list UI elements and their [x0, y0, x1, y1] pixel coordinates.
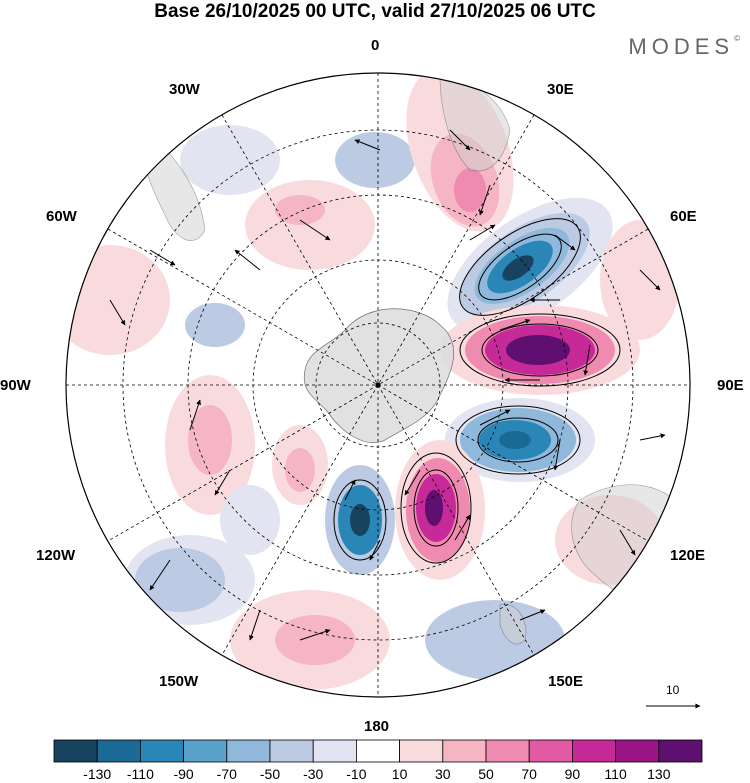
wind-arrow [553, 439, 561, 471]
wind-arrow [449, 129, 471, 151]
colorbar-swatch [355, 739, 400, 763]
colorbar-swatch [226, 739, 271, 763]
reference-vector-label: 10 [666, 683, 680, 697]
wind-arrow [234, 249, 261, 271]
wind-arrow [619, 529, 636, 556]
colorbar-tick-label: -70 [216, 766, 237, 782]
graticule [66, 73, 690, 697]
colorbar-swatch [572, 739, 617, 763]
colorbar [53, 739, 703, 763]
wind-arrow [404, 469, 421, 496]
antarctica-landmass [303, 308, 455, 443]
south-pole-marker [375, 382, 381, 388]
colorbar-tick-label: 10 [391, 766, 408, 782]
wind-arrow [149, 249, 176, 266]
colorbar-swatch [96, 739, 141, 763]
colorbar-swatch [269, 739, 314, 763]
lon-label-120w: 120W [36, 547, 76, 564]
lon-label-60e: 60E [670, 208, 697, 225]
lon-label-150e: 150E [548, 673, 584, 690]
wind-vectors [109, 129, 666, 641]
wind-arrow [469, 224, 496, 241]
contour-lines [333, 218, 621, 564]
wind-arrow [214, 469, 231, 496]
wind-arrow [109, 299, 126, 326]
wind-arrow [354, 139, 381, 151]
wind-arrow [479, 184, 491, 216]
modes-logo: MODES© [628, 34, 740, 60]
wind-arrow [344, 479, 356, 501]
colorbar-swatch [139, 739, 184, 763]
colorbar-swatch [615, 739, 660, 763]
wind-arrow [554, 234, 576, 251]
lon-label-60w: 60W [46, 208, 77, 225]
wind-arrow [454, 514, 471, 541]
colorbar-tick-label: -10 [346, 766, 367, 782]
colorbar-tick-label: 130 [647, 766, 671, 782]
wind-arrow [369, 539, 381, 561]
colorbar-tick-label: 30 [435, 766, 451, 782]
colorbar-swatch [485, 739, 530, 763]
wind-arrow [519, 609, 546, 621]
colorbar-tick-label: -50 [259, 766, 281, 782]
chart-title: Base 26/10/2025 00 UTC, valid 27/10/2025… [154, 1, 596, 22]
wind-arrow [299, 629, 331, 641]
lon-label-150w: 150W [159, 673, 199, 690]
wind-arrow [189, 399, 201, 431]
map-field [66, 73, 690, 697]
brand-mark: © [734, 34, 740, 43]
colorbar-tick-label: 50 [478, 766, 494, 782]
wind-arrow [639, 433, 666, 441]
colorbar-tick-label: -130 [83, 766, 112, 782]
colorbar-swatch [658, 739, 703, 763]
colorbar-swatch [442, 739, 487, 763]
wind-arrow [639, 269, 661, 291]
wind-arrow [149, 559, 171, 591]
wind-arrow [583, 344, 591, 376]
lon-label-90e: 90E [717, 377, 744, 394]
brand-name: MODES [628, 34, 735, 59]
colorbar-tick-label: -110 [126, 766, 154, 782]
lon-label-180: 180 [364, 718, 390, 735]
colorbar-swatch [53, 739, 98, 763]
lon-label-30w: 30W [169, 81, 200, 98]
colorbar-tick-label: -90 [173, 766, 194, 782]
wind-arrow [499, 319, 531, 331]
colorbar-tick-label: 90 [564, 766, 581, 782]
lon-label-90w: 90W [0, 377, 31, 394]
lon-label-30e: 30E [547, 81, 574, 98]
colorbar-tick-label: -30 [303, 766, 324, 782]
wind-arrow [249, 609, 261, 641]
wind-arrow [479, 409, 511, 426]
colorbar-tick-label: 110 [604, 766, 627, 782]
map-boundary [65, 72, 691, 698]
colorbar-swatch [528, 739, 573, 763]
wind-arrow [299, 219, 331, 241]
colorbar-swatch [399, 739, 444, 763]
lon-label-0: 0 [371, 37, 380, 54]
lon-label-120e: 120E [670, 547, 706, 564]
colorbar-swatch [183, 739, 228, 763]
colorbar-tick-label: 70 [521, 766, 537, 782]
colorbar-swatch [312, 739, 357, 763]
